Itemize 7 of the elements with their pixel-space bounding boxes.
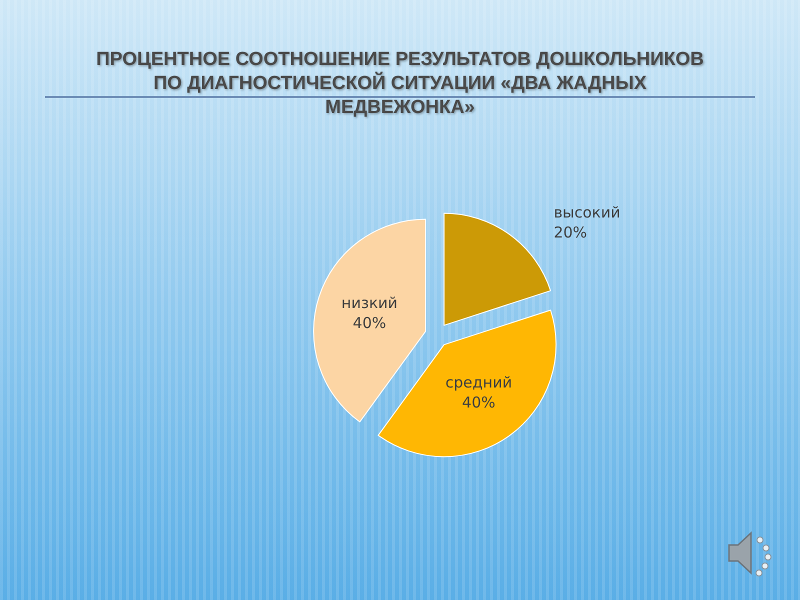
slice-label: средний <box>445 373 512 392</box>
data-label: 40% <box>352 314 386 332</box>
data-label: 20% <box>554 224 588 242</box>
slice-label: высокий <box>554 204 620 222</box>
slice-label: низкий <box>341 294 398 312</box>
data-label: 40% <box>462 393 496 412</box>
chart-title: ПРОЦЕНТНОЕ СООТНОШЕНИЕ РЕЗУЛЬТАТОВ ДОШКОЛЬНИКОВ ПО ДИАГНОСТИЧЕСКОЙ СИТУАЦИИ «ДВА ЖАДНЫХ МЕДВЕЖОНКА» <box>95 48 705 120</box>
